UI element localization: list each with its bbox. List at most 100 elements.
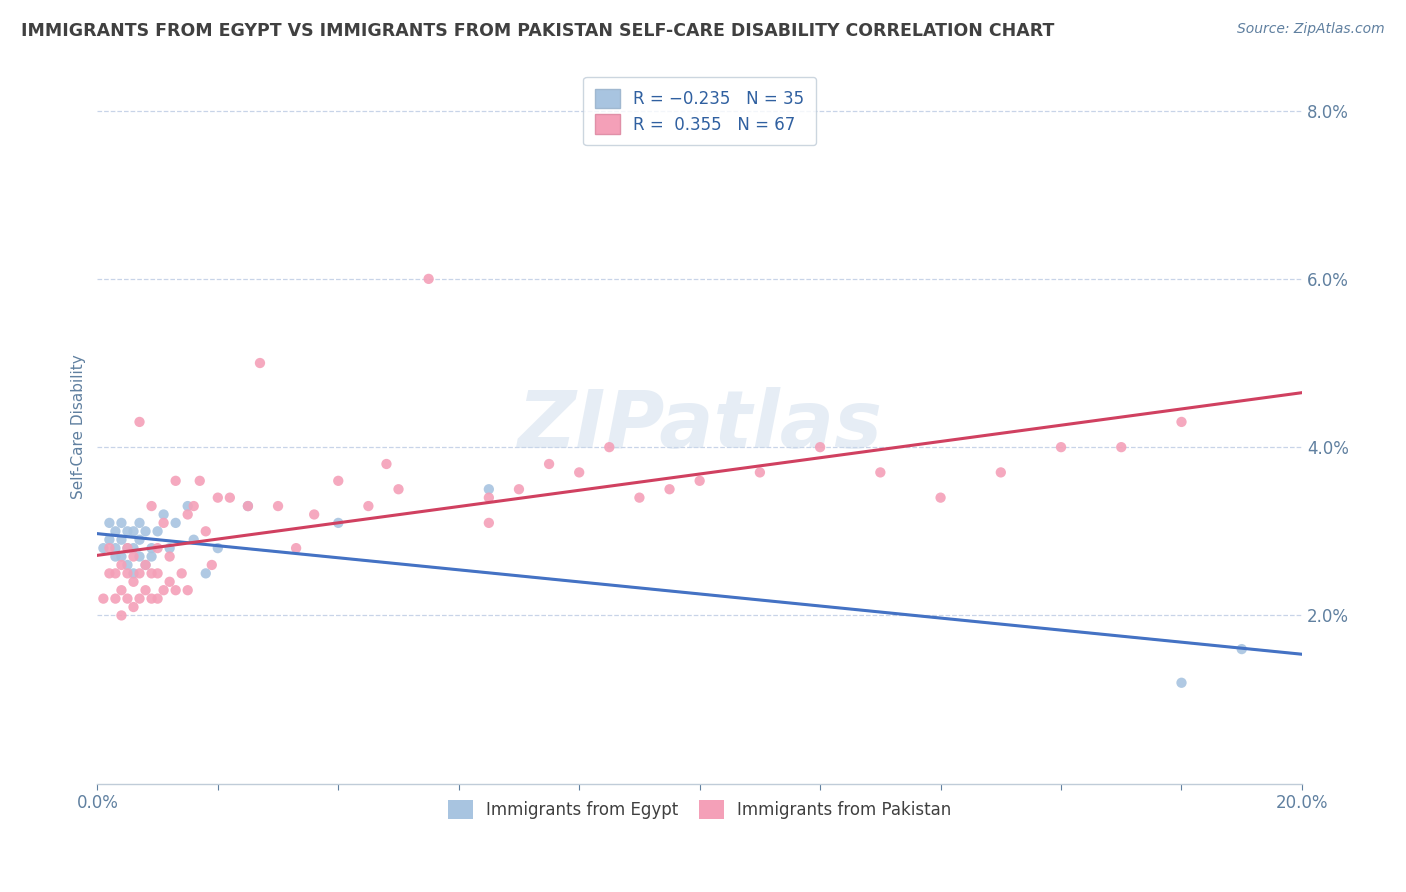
Point — [165, 474, 187, 488]
Point — [93, 541, 115, 556]
Y-axis label: Self-Care Disability: Self-Care Disability — [72, 354, 86, 499]
Point — [176, 508, 198, 522]
Point — [117, 524, 139, 539]
Point — [165, 516, 187, 530]
Point — [128, 415, 150, 429]
Point — [141, 549, 163, 564]
Point — [98, 516, 121, 530]
Text: Source: ZipAtlas.com: Source: ZipAtlas.com — [1237, 22, 1385, 37]
Point — [128, 591, 150, 606]
Point — [1230, 642, 1253, 657]
Point — [194, 524, 217, 539]
Point — [1109, 440, 1132, 454]
Point — [1050, 440, 1073, 454]
Point — [869, 466, 891, 480]
Point — [267, 499, 290, 513]
Point — [117, 591, 139, 606]
Point — [98, 533, 121, 547]
Point — [122, 549, 145, 564]
Point — [929, 491, 952, 505]
Point — [141, 499, 163, 513]
Point — [249, 356, 271, 370]
Point — [508, 482, 530, 496]
Point — [110, 583, 132, 598]
Point — [128, 566, 150, 581]
Point — [117, 566, 139, 581]
Point — [117, 541, 139, 556]
Point — [478, 516, 501, 530]
Point — [110, 533, 132, 547]
Point — [104, 591, 127, 606]
Point — [478, 482, 501, 496]
Point — [236, 499, 259, 513]
Point — [146, 541, 169, 556]
Point — [658, 482, 681, 496]
Point — [302, 508, 325, 522]
Point — [135, 558, 157, 572]
Point — [538, 457, 561, 471]
Point — [110, 549, 132, 564]
Point — [117, 558, 139, 572]
Point — [285, 541, 308, 556]
Point — [152, 583, 174, 598]
Point — [104, 566, 127, 581]
Point — [689, 474, 711, 488]
Point — [104, 541, 127, 556]
Point — [141, 541, 163, 556]
Point — [165, 583, 187, 598]
Point — [152, 516, 174, 530]
Point — [104, 524, 127, 539]
Point — [375, 457, 398, 471]
Legend: Immigrants from Egypt, Immigrants from Pakistan: Immigrants from Egypt, Immigrants from P… — [441, 793, 957, 825]
Point — [128, 533, 150, 547]
Point — [1170, 675, 1192, 690]
Point — [207, 491, 229, 505]
Point — [110, 608, 132, 623]
Point — [135, 524, 157, 539]
Point — [122, 600, 145, 615]
Point — [194, 566, 217, 581]
Point — [478, 491, 501, 505]
Point — [104, 549, 127, 564]
Point — [201, 558, 224, 572]
Point — [159, 549, 181, 564]
Point — [146, 524, 169, 539]
Point — [122, 541, 145, 556]
Point — [117, 541, 139, 556]
Point — [176, 499, 198, 513]
Point — [93, 591, 115, 606]
Point — [146, 566, 169, 581]
Point — [122, 574, 145, 589]
Point — [98, 566, 121, 581]
Point — [748, 466, 770, 480]
Point — [170, 566, 193, 581]
Point — [183, 499, 205, 513]
Point — [128, 516, 150, 530]
Point — [183, 533, 205, 547]
Point — [159, 574, 181, 589]
Point — [236, 499, 259, 513]
Point — [808, 440, 831, 454]
Point — [122, 524, 145, 539]
Point — [1170, 415, 1192, 429]
Text: IMMIGRANTS FROM EGYPT VS IMMIGRANTS FROM PAKISTAN SELF-CARE DISABILITY CORRELATI: IMMIGRANTS FROM EGYPT VS IMMIGRANTS FROM… — [21, 22, 1054, 40]
Point — [159, 541, 181, 556]
Point — [152, 508, 174, 522]
Point — [418, 272, 440, 286]
Point — [598, 440, 620, 454]
Point — [188, 474, 211, 488]
Point — [110, 558, 132, 572]
Point — [110, 516, 132, 530]
Point — [128, 549, 150, 564]
Point — [176, 583, 198, 598]
Point — [328, 516, 350, 530]
Point — [387, 482, 409, 496]
Point — [122, 566, 145, 581]
Point — [990, 466, 1012, 480]
Point — [141, 591, 163, 606]
Point — [135, 583, 157, 598]
Text: ZIPatlas: ZIPatlas — [517, 387, 882, 465]
Point — [207, 541, 229, 556]
Point — [146, 591, 169, 606]
Point — [218, 491, 240, 505]
